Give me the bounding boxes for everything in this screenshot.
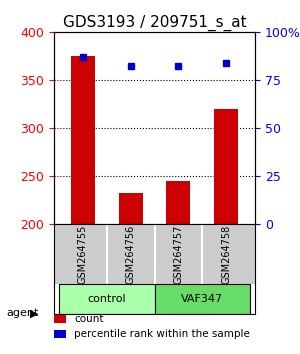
Bar: [214, 109, 238, 224]
Text: count: count: [74, 314, 103, 324]
Text: control: control: [87, 294, 126, 304]
Bar: [118, 193, 142, 224]
Text: GSM264757: GSM264757: [173, 224, 183, 284]
Text: GSM264758: GSM264758: [221, 224, 231, 284]
Text: ▶: ▶: [30, 308, 38, 318]
Text: GSM264756: GSM264756: [126, 224, 136, 284]
Text: GSM264755: GSM264755: [78, 224, 88, 284]
Title: GDS3193 / 209751_s_at: GDS3193 / 209751_s_at: [63, 14, 246, 30]
Text: percentile rank within the sample: percentile rank within the sample: [74, 329, 250, 339]
Bar: [71, 56, 95, 224]
Text: agent: agent: [6, 308, 38, 318]
Bar: [54, 330, 66, 338]
Bar: [167, 181, 191, 224]
Text: VAF347: VAF347: [181, 294, 224, 304]
FancyBboxPatch shape: [154, 284, 250, 314]
FancyBboxPatch shape: [59, 284, 154, 314]
Bar: [54, 315, 66, 323]
